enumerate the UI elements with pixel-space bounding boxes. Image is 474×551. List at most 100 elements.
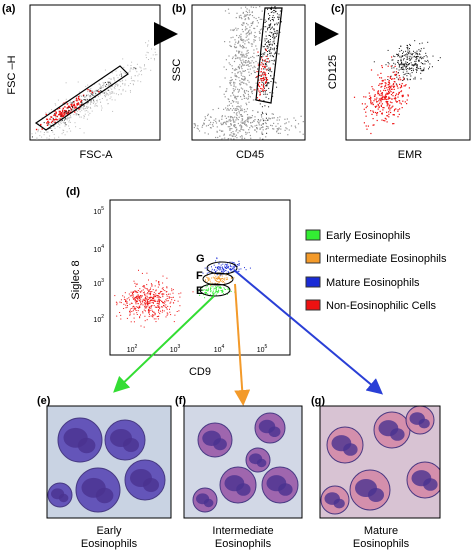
event-dot <box>248 18 250 20</box>
event-dot <box>244 267 245 269</box>
event-dot <box>234 75 236 77</box>
event-dot <box>50 127 52 129</box>
tick-base: 10 <box>93 281 101 288</box>
event-dot <box>412 54 413 56</box>
event-dot <box>162 294 164 296</box>
event-dot <box>111 88 113 90</box>
event-dot <box>228 98 230 101</box>
event-dot <box>269 55 271 57</box>
event-dot <box>263 74 265 76</box>
event-dot <box>83 132 85 134</box>
event-dot <box>221 267 223 269</box>
event-dot <box>147 289 149 291</box>
event-dot <box>126 317 128 319</box>
event-dot <box>217 278 218 280</box>
event-dot <box>140 70 142 72</box>
event-dot <box>267 53 269 55</box>
event-dot <box>166 295 168 297</box>
event-dot <box>223 93 225 95</box>
event-dot <box>267 41 269 43</box>
event-dot <box>269 17 271 19</box>
event-dot <box>115 93 117 95</box>
event-dot <box>232 68 234 70</box>
event-dot <box>143 300 145 302</box>
event-dot <box>392 105 394 107</box>
event-dot <box>141 272 143 274</box>
event-dot <box>259 18 261 20</box>
event-dot <box>73 105 76 107</box>
event-dot <box>165 306 167 308</box>
event-dot <box>208 279 210 281</box>
event-dot <box>408 51 410 53</box>
caption: Eosinophils <box>215 538 272 550</box>
event-dot <box>261 84 263 86</box>
event-dot <box>248 38 250 40</box>
event-dot <box>235 113 237 115</box>
event-dot <box>229 41 231 43</box>
event-dot <box>60 120 62 122</box>
event-dot <box>267 61 269 63</box>
event-dot <box>68 110 70 112</box>
event-dot <box>377 108 379 110</box>
event-dot <box>55 113 57 115</box>
event-dot <box>407 46 409 48</box>
event-dot <box>264 52 266 54</box>
event-dot <box>248 14 250 16</box>
event-dot <box>370 103 372 105</box>
event-dot <box>223 108 225 110</box>
event-dot <box>157 299 159 301</box>
event-dot <box>235 57 237 59</box>
event-dot <box>115 301 117 303</box>
event-dot <box>140 295 142 297</box>
event-dot <box>406 53 408 55</box>
event-dot <box>368 92 370 94</box>
event-dot <box>151 305 153 306</box>
panel-label: (d) <box>66 186 80 198</box>
event-dot <box>269 52 270 54</box>
event-dot <box>109 81 111 82</box>
event-dot <box>46 122 48 124</box>
event-dot <box>396 85 398 87</box>
event-dot <box>86 103 88 105</box>
event-dot <box>154 48 156 50</box>
event-dot <box>101 107 103 109</box>
event-dot <box>270 9 272 10</box>
event-dot <box>251 45 253 47</box>
micrograph <box>184 406 302 518</box>
event-dot <box>419 66 421 68</box>
event-dot <box>386 115 388 117</box>
event-dot <box>254 89 256 91</box>
event-dot <box>205 292 207 294</box>
event-dot <box>246 52 248 54</box>
event-dot <box>247 49 249 51</box>
event-dot <box>264 38 266 40</box>
event-dot <box>216 258 218 260</box>
event-dot <box>132 297 134 299</box>
event-dot <box>80 96 82 97</box>
event-dot <box>166 277 168 279</box>
event-dot <box>162 296 164 298</box>
event-dot <box>59 110 61 113</box>
event-dot <box>82 95 84 97</box>
event-dot <box>134 307 136 309</box>
event-dot <box>233 112 235 114</box>
event-dot <box>137 307 139 308</box>
event-dot <box>122 58 124 60</box>
event-dot <box>86 98 88 100</box>
event-dot <box>269 49 271 51</box>
event-dot <box>392 114 394 116</box>
event-dot <box>212 122 214 124</box>
event-dot <box>243 91 246 93</box>
event-dot <box>271 117 273 119</box>
event-dot <box>431 66 433 68</box>
event-dot <box>218 263 220 265</box>
event-dot <box>151 302 153 304</box>
event-dot <box>163 305 164 306</box>
event-dot <box>134 75 136 77</box>
event-dot <box>221 291 223 293</box>
event-dot <box>216 126 218 128</box>
event-dot <box>392 78 394 80</box>
event-dot <box>262 84 265 86</box>
event-dot <box>140 67 142 69</box>
event-dot <box>214 269 216 271</box>
